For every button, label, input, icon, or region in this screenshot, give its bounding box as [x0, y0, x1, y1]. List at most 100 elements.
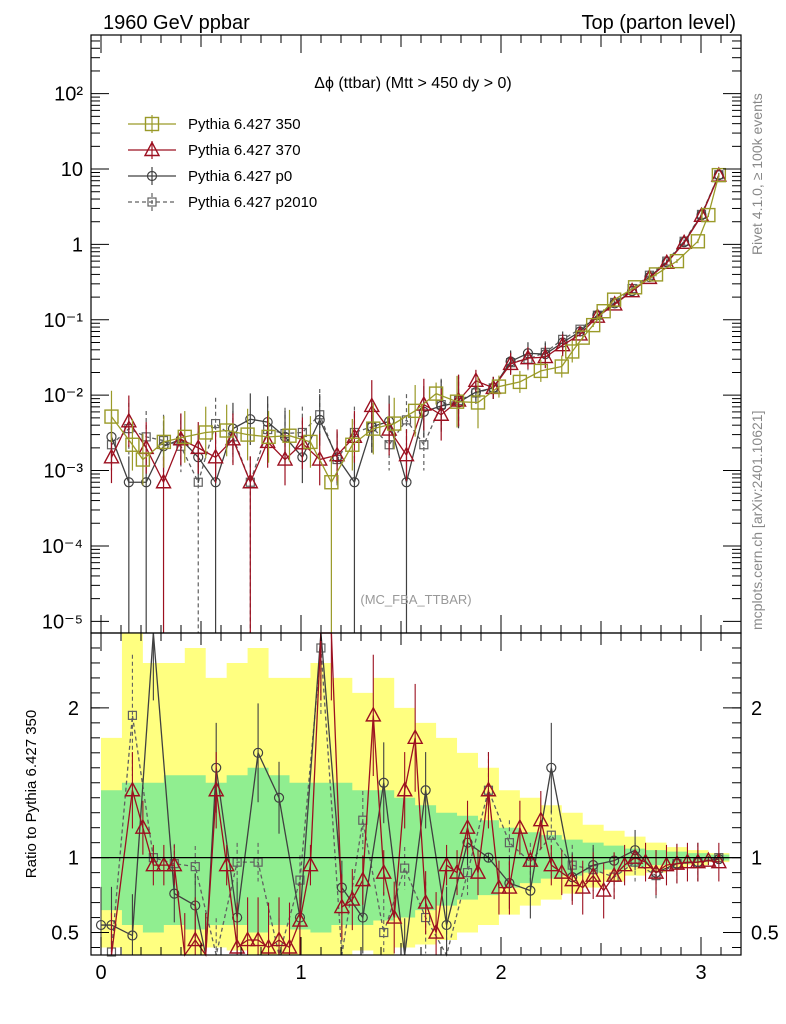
- marker-triangle: [710, 853, 728, 869]
- marker-triangle: [365, 706, 382, 722]
- marker-circle: [546, 762, 557, 773]
- marker-triangle: [415, 395, 433, 411]
- marker-triangle: [328, 446, 346, 462]
- marker-triangle: [668, 854, 686, 870]
- marker-square: [669, 253, 685, 269]
- marker-triangle: [700, 851, 717, 867]
- marker-square: [701, 207, 716, 223]
- marker-triangle: [522, 851, 539, 867]
- ratio-ytick-label-right: 0.5: [751, 923, 779, 945]
- ratio-series-2: [110, 632, 728, 957]
- marker-circle: [525, 885, 536, 896]
- marker-square: [104, 409, 119, 424]
- marker-triangle: [438, 856, 455, 872]
- marker-triangle: [585, 866, 602, 882]
- marker-square-small: [462, 868, 473, 878]
- marker-square-small: [190, 862, 200, 872]
- marker-square: [711, 167, 727, 183]
- marker-square: [575, 330, 590, 345]
- marker-triangle: [260, 938, 277, 954]
- legend-label: Pythia 6.427 350: [188, 116, 301, 133]
- main-ytick-label: 10²: [54, 84, 83, 106]
- marker-triangle: [155, 856, 173, 872]
- marker-square: [240, 427, 255, 442]
- marker-circle: [314, 414, 325, 425]
- main-ytick-label: 10⁻³: [44, 461, 84, 483]
- marker-triangle: [564, 871, 581, 887]
- marker-triangle: [679, 853, 696, 869]
- marker-square: [345, 437, 360, 452]
- marker-triangle: [380, 420, 398, 436]
- marker-triangle: [637, 853, 654, 869]
- marker-square: [627, 280, 643, 295]
- main-series-0: [104, 167, 727, 633]
- marker-square: [144, 116, 160, 132]
- main-ytick-label: 10⁻⁴: [42, 536, 83, 558]
- marker-triangle: [207, 448, 224, 464]
- ratio-ytick-label-right: 1: [751, 848, 762, 870]
- marker-triangle: [519, 349, 537, 365]
- marker-triangle: [396, 781, 413, 797]
- marker-square: [533, 363, 549, 379]
- marker-square: [125, 437, 140, 452]
- marker-triangle: [259, 432, 276, 449]
- marker-square: [470, 395, 486, 410]
- marker-square-small: [419, 440, 429, 450]
- main-ytick-label: 10⁻²: [44, 385, 84, 407]
- marker-square-small: [127, 710, 138, 720]
- marker-square: [565, 344, 580, 359]
- ratio-panel: 0.5 0.5 1 1 2 2 0 1 2 3 Ratio to Pythia 6.427 350: [23, 632, 779, 984]
- marker-triangle: [490, 878, 508, 894]
- main-ytick-label: 10⁻⁵: [42, 611, 83, 633]
- marker-circle: [378, 777, 389, 788]
- marker-square: [449, 394, 465, 409]
- ratio-frame: [90, 632, 742, 956]
- marker-circle: [127, 930, 138, 941]
- marker-triangle: [190, 438, 207, 455]
- main-series-line: [110, 174, 720, 484]
- marker-triangle: [433, 405, 450, 421]
- marker-triangle: [354, 871, 371, 887]
- marker-triangle: [605, 866, 623, 882]
- marker-triangle: [239, 931, 256, 947]
- marker-triangle: [224, 430, 242, 446]
- marker-triangle: [574, 878, 591, 894]
- marker-triangle: [363, 396, 380, 413]
- main-ytick-label: 10⁻¹: [44, 310, 84, 332]
- marker-circle: [95, 919, 107, 931]
- marker-triangle: [155, 473, 172, 489]
- marker-square: [303, 434, 318, 450]
- mcplots-label: mcplots.cern.ch [arXiv:2401.10621]: [749, 411, 765, 630]
- marker-square: [491, 379, 507, 394]
- marker-square: [407, 403, 423, 419]
- marker-circle: [141, 477, 152, 488]
- marker-square-small: [546, 830, 556, 840]
- marker-triangle: [218, 856, 235, 872]
- marker-square-small: [504, 838, 514, 848]
- marker-triangle: [537, 348, 554, 364]
- marker-circle: [420, 785, 431, 796]
- marker-triangle: [187, 931, 204, 947]
- marker-triangle: [228, 938, 246, 954]
- marker-square: [585, 317, 601, 333]
- marker-triangle: [554, 336, 571, 352]
- marker-triangle: [616, 856, 633, 872]
- header-left: 1960 GeV ppbar: [103, 12, 250, 34]
- marker-triangle: [145, 856, 162, 872]
- marker-square: [387, 416, 402, 431]
- watermark: (MC_FBA_TTBAR): [360, 592, 471, 607]
- header-right: Top (parton level): [581, 12, 736, 34]
- marker-square: [596, 304, 611, 319]
- marker-square-small: [379, 927, 389, 938]
- ratio-ytick-label: 0.5: [51, 923, 79, 945]
- marker-triangle: [553, 863, 570, 879]
- legend-label: Pythia 6.427 p2010: [188, 194, 317, 211]
- ratio-xtick-label: 3: [695, 962, 706, 984]
- marker-triangle: [124, 781, 141, 797]
- marker-circle: [123, 477, 134, 488]
- marker-circle: [441, 919, 452, 931]
- marker-square: [261, 429, 276, 445]
- marker-square: [554, 359, 569, 374]
- marker-square: [366, 421, 381, 436]
- main-ytick-label: 10: [61, 159, 83, 181]
